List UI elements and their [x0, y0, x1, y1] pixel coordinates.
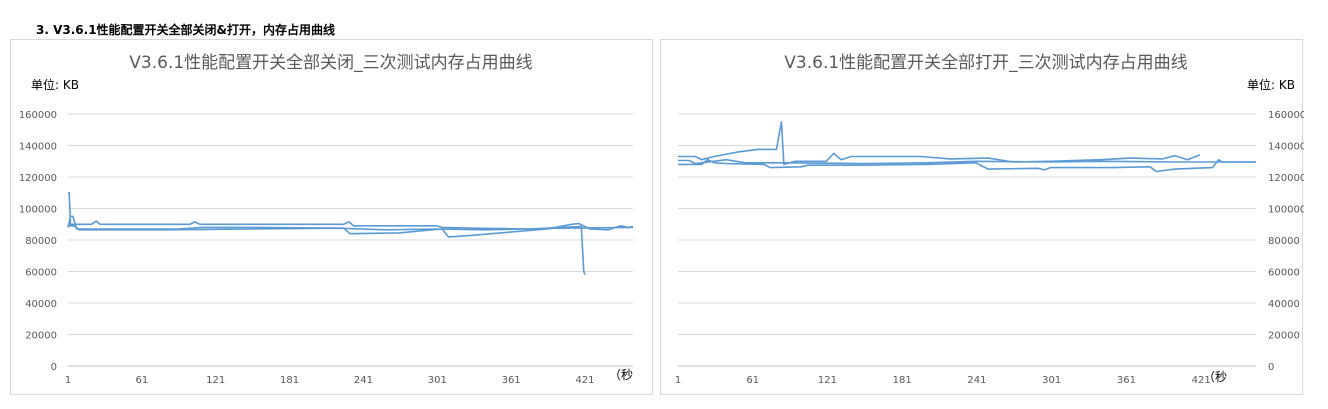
y-tick-label: 40000: [1268, 299, 1300, 310]
y-tick-label: 140000: [1268, 142, 1304, 153]
x-tick-label: 241: [967, 375, 986, 386]
y-tick-label: 120000: [1268, 173, 1304, 184]
series-line-3: [68, 225, 634, 231]
x-tick-label: 121: [206, 375, 225, 386]
y-tick-label: 80000: [1268, 236, 1300, 247]
y-tick-label: 0: [1268, 362, 1274, 373]
y-tick-label: 20000: [1268, 331, 1300, 342]
y-tick-label: 40000: [25, 299, 57, 310]
series-line-2: [67, 215, 634, 238]
chart-panel-off: V3.6.1性能配置开关全部关闭_三次测试内存占用曲线单位: KB 0 20000 4…: [10, 39, 653, 395]
series-line-1: [68, 192, 586, 275]
chart-panel-on: V3.6.1性能配置开关全部打开_三次测试内存占用曲线单位: KB 0 20000 4…: [660, 39, 1304, 395]
series-line-1: [678, 121, 1201, 166]
section-heading: 3. V3.6.1性能配置开关全部关闭&打开，内存占用曲线: [36, 23, 336, 37]
y-tick-label: 100000: [1268, 205, 1304, 216]
x-tick-label: 421: [575, 375, 594, 386]
x-tick-label: 241: [354, 375, 373, 386]
chart-title: V3.6.1性能配置开关全部关闭_三次测试内存占用曲线: [129, 53, 532, 73]
y-tick-label: 140000: [19, 142, 57, 153]
unit-label: 单位: KB: [1247, 77, 1295, 92]
unit-label: 单位: KB: [31, 77, 79, 92]
series-line-2: [678, 158, 1256, 173]
x-tick-label: 301: [1042, 375, 1061, 386]
x-tick-label: 61: [135, 375, 148, 386]
x-tick-label: 361: [1117, 375, 1136, 386]
x-tick-label: 1: [65, 375, 71, 386]
x-unit-label: （秒: [609, 368, 633, 382]
y-tick-label: 60000: [25, 268, 57, 279]
y-tick-label: 60000: [1268, 268, 1300, 279]
y-tick-label: 100000: [19, 205, 57, 216]
x-tick-label: 301: [428, 375, 447, 386]
series-line-3: [678, 158, 1256, 165]
y-tick-label: 0: [51, 362, 57, 373]
y-tick-label: 160000: [1268, 110, 1304, 121]
y-tick-label: 20000: [25, 331, 57, 342]
y-tick-label: 160000: [19, 110, 57, 121]
x-tick-label: 121: [818, 375, 837, 386]
chart-title: V3.6.1性能配置开关全部打开_三次测试内存占用曲线: [784, 53, 1187, 73]
y-tick-label: 80000: [25, 236, 57, 247]
x-tick-label: 421: [1192, 375, 1211, 386]
x-tick-label: 181: [893, 375, 912, 386]
x-tick-label: 181: [280, 375, 299, 386]
x-unit-label: （秒: [1203, 370, 1227, 384]
x-tick-label: 1: [675, 375, 681, 386]
x-tick-label: 61: [746, 375, 759, 386]
y-tick-label: 120000: [19, 173, 57, 184]
x-tick-label: 361: [502, 375, 521, 386]
